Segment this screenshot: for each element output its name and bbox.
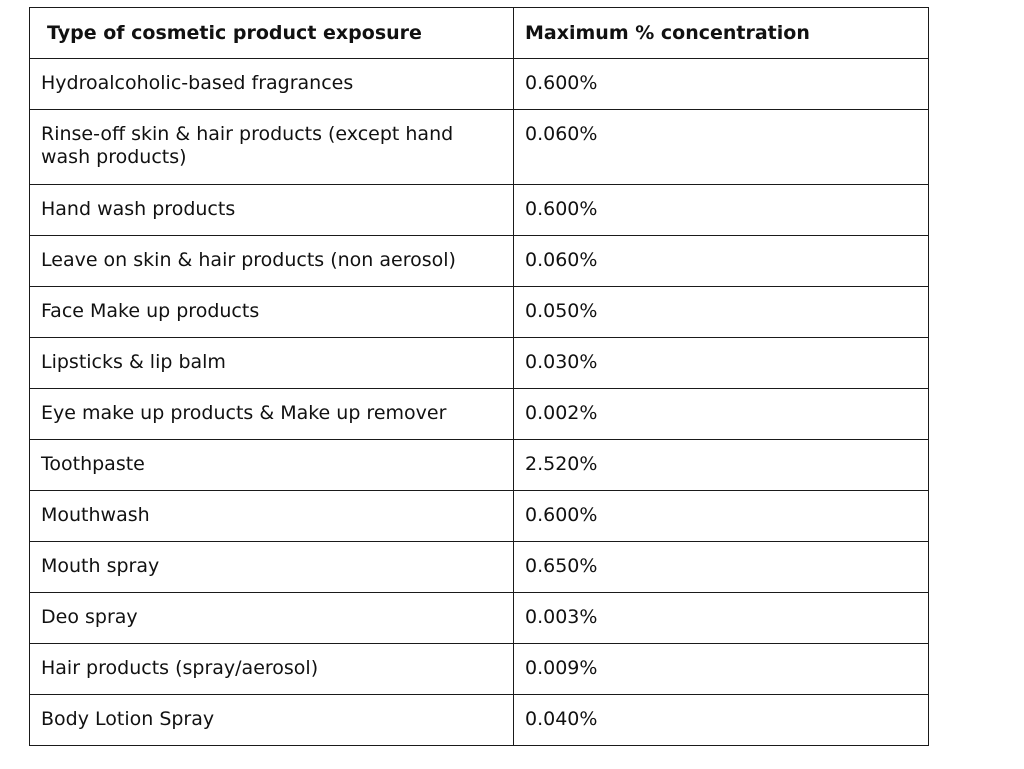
exposure-type-cell: Face Make up products <box>29 286 514 338</box>
concentration-cell: 0.003% <box>513 592 929 644</box>
table-row: Face Make up products 0.050% <box>29 286 929 338</box>
table-row: Mouthwash 0.600% <box>29 490 929 542</box>
concentration-cell: 0.060% <box>513 109 929 185</box>
concentration-cell: 0.009% <box>513 643 929 695</box>
table-row: Toothpaste 2.520% <box>29 439 929 491</box>
exposure-type-cell: Eye make up products & Make up remover <box>29 388 514 440</box>
exposure-type-cell: Deo spray <box>29 592 514 644</box>
table-header: Type of cosmetic product exposure Maximu… <box>29 7 929 59</box>
table-row: Deo spray 0.003% <box>29 592 929 644</box>
concentration-cell: 0.040% <box>513 694 929 746</box>
concentration-cell: 0.002% <box>513 388 929 440</box>
header-exposure-type: Type of cosmetic product exposure <box>29 7 514 59</box>
concentration-cell: 0.600% <box>513 184 929 236</box>
exposure-type-cell: Hand wash products <box>29 184 514 236</box>
table-body: Hydroalcoholic-based fragrances 0.600% R… <box>29 58 929 746</box>
concentration-cell: 0.030% <box>513 337 929 389</box>
concentration-cell: 0.600% <box>513 490 929 542</box>
concentration-table: Type of cosmetic product exposure Maximu… <box>29 7 929 746</box>
exposure-type-cell: Mouthwash <box>29 490 514 542</box>
concentration-cell: 0.060% <box>513 235 929 287</box>
concentration-cell: 0.650% <box>513 541 929 593</box>
exposure-type-cell: Toothpaste <box>29 439 514 491</box>
table-row: Eye make up products & Make up remover 0… <box>29 388 929 440</box>
table-row: Hydroalcoholic-based fragrances 0.600% <box>29 58 929 110</box>
table-row: Lipsticks & lip balm 0.030% <box>29 337 929 389</box>
exposure-type-cell: Mouth spray <box>29 541 514 593</box>
exposure-type-cell: Body Lotion Spray <box>29 694 514 746</box>
exposure-type-cell: Leave on skin & hair products (non aeros… <box>29 235 514 287</box>
table-row: Leave on skin & hair products (non aeros… <box>29 235 929 287</box>
table-row: Hand wash products 0.600% <box>29 184 929 236</box>
exposure-type-cell: Hydroalcoholic-based fragrances <box>29 58 514 110</box>
header-max-concentration: Maximum % concentration <box>513 7 929 59</box>
exposure-type-cell: Hair products (spray/aerosol) <box>29 643 514 695</box>
concentration-cell: 2.520% <box>513 439 929 491</box>
concentration-cell: 0.050% <box>513 286 929 338</box>
table-row: Hair products (spray/aerosol) 0.009% <box>29 643 929 695</box>
header-row: Type of cosmetic product exposure Maximu… <box>29 7 929 59</box>
exposure-type-cell: Rinse-off skin & hair products (except h… <box>29 109 514 185</box>
table-row: Mouth spray 0.650% <box>29 541 929 593</box>
exposure-type-cell: Lipsticks & lip balm <box>29 337 514 389</box>
table-row: Body Lotion Spray 0.040% <box>29 694 929 746</box>
table-row: Rinse-off skin & hair products (except h… <box>29 109 929 185</box>
concentration-cell: 0.600% <box>513 58 929 110</box>
